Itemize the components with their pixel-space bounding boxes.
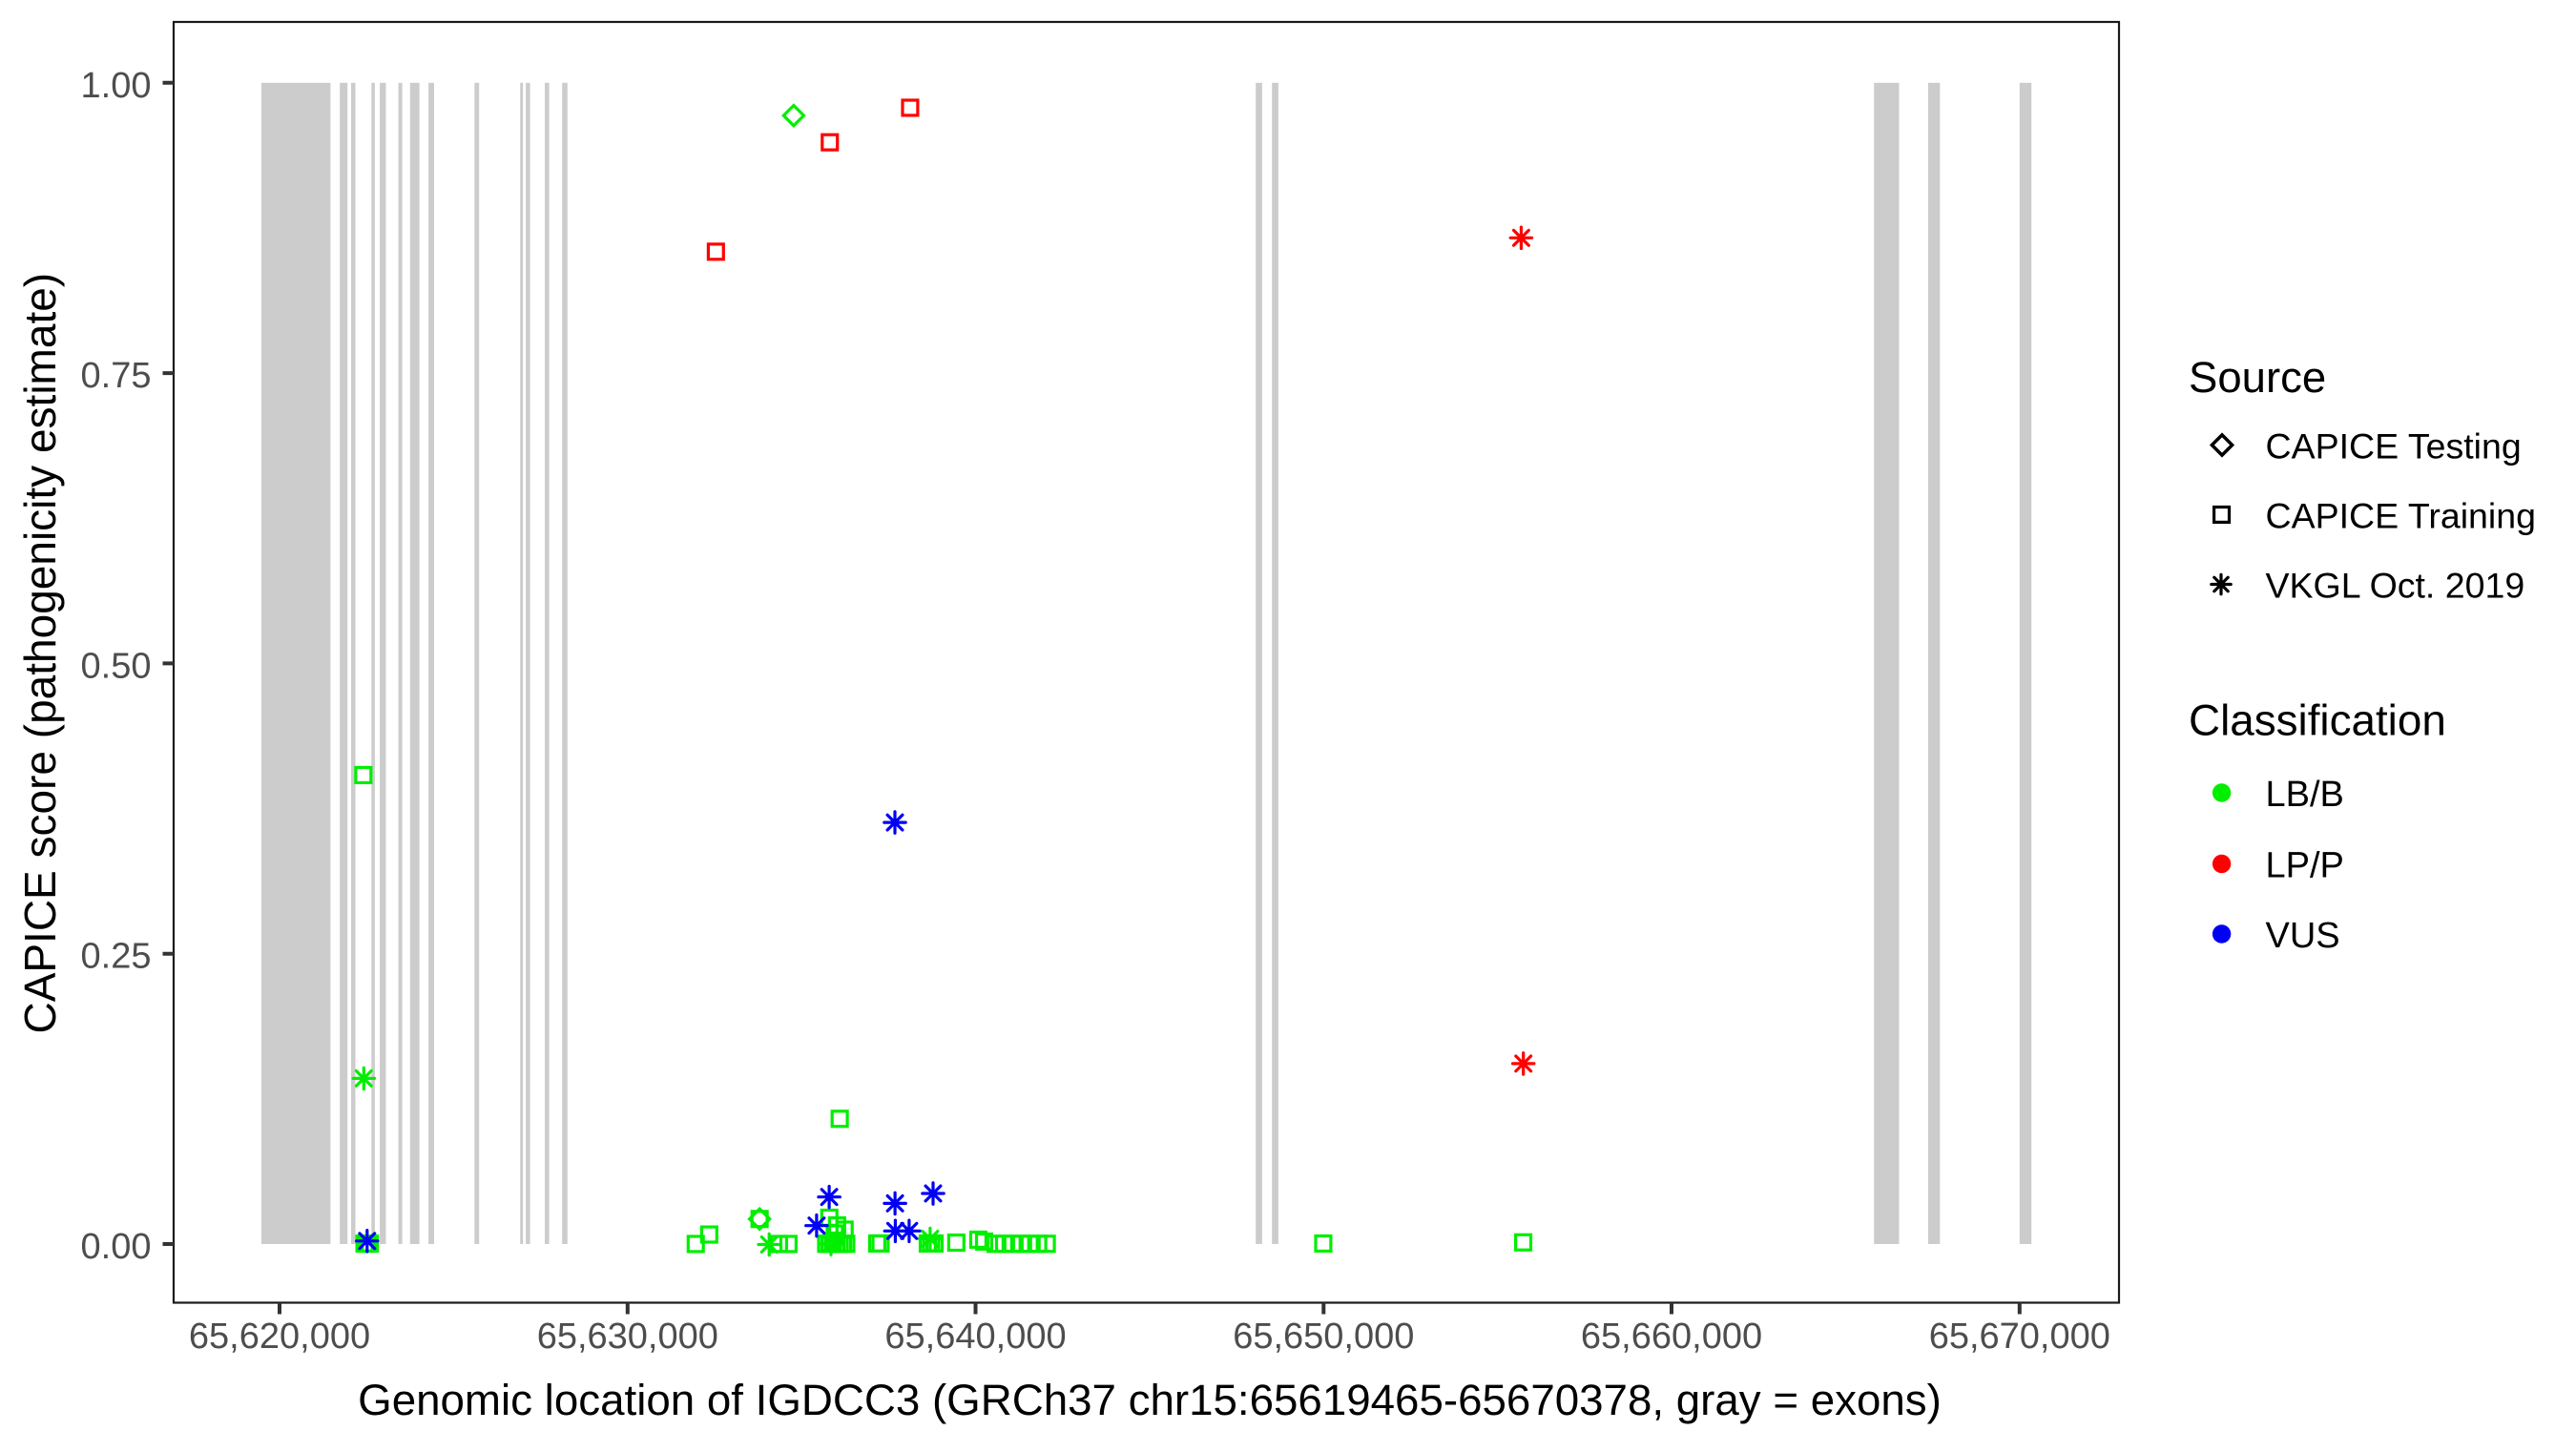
svg-text:65,670,000: 65,670,000 [1929,1317,2110,1357]
svg-text:65,650,000: 65,650,000 [1233,1317,1414,1357]
svg-text:Genomic location of IGDCC3 (GR: Genomic location of IGDCC3 (GRCh37 chr15… [358,1376,1942,1424]
svg-text:VUS: VUS [2266,916,2340,956]
svg-text:CAPICE Testing: CAPICE Testing [2266,426,2522,467]
svg-text:0.75: 0.75 [81,356,152,396]
svg-text:CAPICE Training: CAPICE Training [2266,496,2536,536]
svg-text:VKGL Oct. 2019: VKGL Oct. 2019 [2266,566,2525,606]
svg-text:LB/B: LB/B [2266,775,2344,815]
svg-text:65,660,000: 65,660,000 [1581,1317,1762,1357]
svg-text:Source: Source [2189,353,2326,402]
svg-text:65,630,000: 65,630,000 [537,1317,718,1357]
svg-text:0.00: 0.00 [81,1227,152,1267]
svg-text:65,640,000: 65,640,000 [884,1317,1066,1357]
svg-text:LP/P: LP/P [2266,846,2344,886]
svg-text:Classification: Classification [2189,696,2446,745]
svg-text:1.00: 1.00 [81,66,152,106]
svg-text:65,620,000: 65,620,000 [189,1317,370,1357]
svg-text:0.25: 0.25 [81,937,152,977]
svg-text:0.50: 0.50 [81,646,152,686]
svg-text:CAPICE score (pathogenicity es: CAPICE score (pathogenicity estimate) [15,273,65,1034]
